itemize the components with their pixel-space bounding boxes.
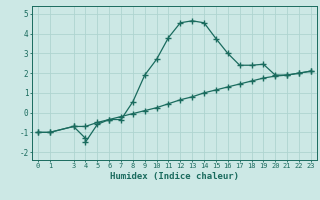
X-axis label: Humidex (Indice chaleur): Humidex (Indice chaleur) <box>110 172 239 181</box>
